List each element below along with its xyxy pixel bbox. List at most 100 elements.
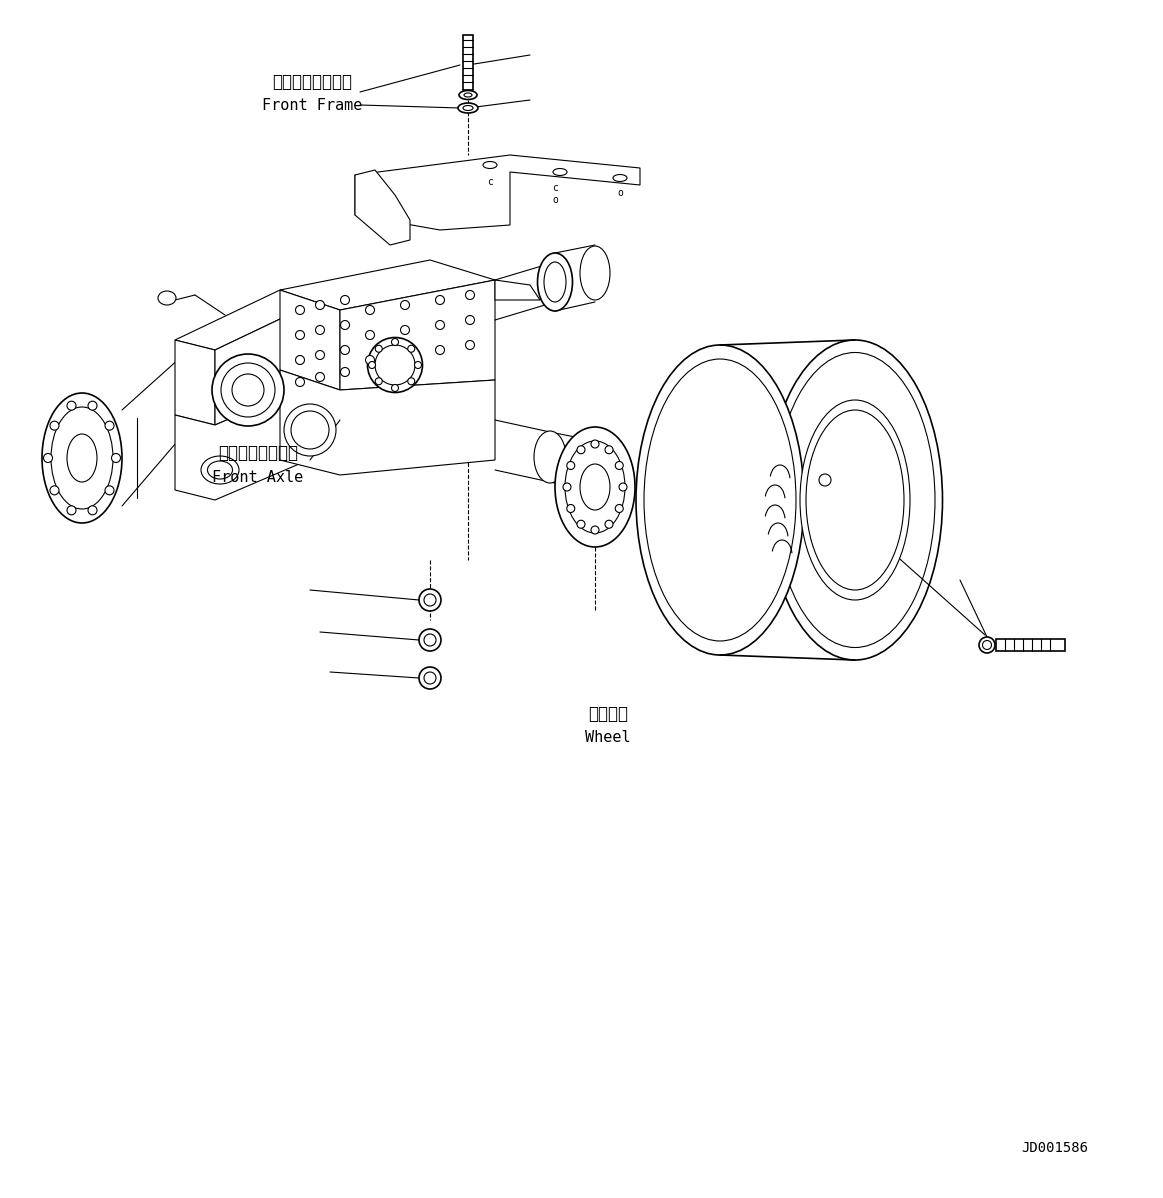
Ellipse shape: [392, 339, 399, 345]
Ellipse shape: [295, 305, 305, 315]
Polygon shape: [355, 170, 411, 246]
Ellipse shape: [615, 504, 623, 513]
Text: Front Frame: Front Frame: [262, 98, 362, 114]
Ellipse shape: [295, 356, 305, 364]
Polygon shape: [215, 300, 320, 425]
Ellipse shape: [67, 434, 97, 482]
Ellipse shape: [424, 672, 436, 684]
Text: Front Axle: Front Axle: [213, 470, 304, 484]
Ellipse shape: [577, 520, 585, 528]
Ellipse shape: [534, 431, 566, 483]
Ellipse shape: [369, 362, 376, 369]
Ellipse shape: [295, 331, 305, 339]
Ellipse shape: [88, 506, 97, 515]
Text: Wheel: Wheel: [585, 731, 630, 745]
Text: c: c: [552, 183, 558, 193]
Ellipse shape: [806, 410, 904, 589]
Ellipse shape: [376, 377, 383, 385]
Ellipse shape: [483, 162, 497, 169]
Ellipse shape: [365, 305, 374, 315]
Ellipse shape: [775, 352, 935, 647]
Ellipse shape: [50, 422, 59, 430]
Ellipse shape: [576, 441, 604, 489]
Ellipse shape: [207, 461, 233, 479]
Ellipse shape: [43, 454, 52, 462]
Text: c: c: [487, 177, 493, 187]
Ellipse shape: [365, 331, 374, 339]
Text: o: o: [552, 195, 558, 205]
Ellipse shape: [591, 440, 599, 448]
Ellipse shape: [819, 474, 832, 486]
Ellipse shape: [408, 345, 415, 352]
Polygon shape: [495, 280, 540, 300]
Text: o: o: [618, 188, 623, 198]
Ellipse shape: [580, 246, 611, 300]
Ellipse shape: [419, 629, 441, 651]
Ellipse shape: [42, 393, 122, 524]
Ellipse shape: [50, 486, 59, 495]
Ellipse shape: [435, 296, 444, 304]
Ellipse shape: [544, 262, 566, 302]
Polygon shape: [340, 280, 495, 391]
Ellipse shape: [341, 321, 350, 329]
Ellipse shape: [284, 404, 336, 456]
Ellipse shape: [465, 340, 475, 350]
Ellipse shape: [105, 422, 114, 430]
Ellipse shape: [619, 483, 627, 491]
Ellipse shape: [605, 520, 613, 528]
Ellipse shape: [392, 385, 399, 392]
Ellipse shape: [374, 345, 415, 385]
Ellipse shape: [465, 290, 475, 300]
Polygon shape: [463, 35, 473, 90]
Polygon shape: [280, 290, 340, 391]
Text: フロントアクスル: フロントアクスル: [217, 444, 298, 462]
Text: ホイール: ホイール: [588, 704, 628, 724]
Ellipse shape: [459, 91, 477, 99]
Ellipse shape: [580, 464, 611, 510]
Ellipse shape: [424, 594, 436, 606]
Ellipse shape: [800, 400, 909, 600]
Polygon shape: [355, 155, 640, 230]
Polygon shape: [280, 260, 495, 310]
Ellipse shape: [67, 401, 76, 410]
Ellipse shape: [565, 441, 625, 533]
Polygon shape: [174, 340, 215, 425]
Ellipse shape: [158, 291, 176, 305]
Ellipse shape: [368, 338, 422, 393]
Ellipse shape: [315, 301, 324, 309]
Ellipse shape: [552, 169, 568, 175]
Ellipse shape: [613, 175, 627, 182]
Ellipse shape: [221, 363, 274, 417]
Polygon shape: [174, 380, 320, 500]
Ellipse shape: [464, 93, 472, 97]
Ellipse shape: [563, 483, 571, 491]
Ellipse shape: [105, 486, 114, 495]
Ellipse shape: [644, 359, 795, 641]
Ellipse shape: [566, 504, 575, 513]
Ellipse shape: [376, 345, 383, 352]
Ellipse shape: [463, 105, 473, 110]
Ellipse shape: [88, 401, 97, 410]
Ellipse shape: [555, 426, 635, 547]
Ellipse shape: [295, 377, 305, 387]
Ellipse shape: [979, 637, 996, 653]
Ellipse shape: [566, 461, 575, 470]
Ellipse shape: [201, 456, 240, 484]
Ellipse shape: [414, 362, 421, 369]
Ellipse shape: [615, 461, 623, 470]
Ellipse shape: [465, 315, 475, 325]
Ellipse shape: [51, 407, 113, 509]
Ellipse shape: [231, 374, 264, 406]
Ellipse shape: [591, 526, 599, 534]
Text: JD001586: JD001586: [1021, 1140, 1089, 1155]
Ellipse shape: [577, 446, 585, 454]
Ellipse shape: [341, 296, 350, 304]
Ellipse shape: [636, 345, 804, 655]
Ellipse shape: [400, 326, 409, 334]
Ellipse shape: [768, 340, 942, 660]
Ellipse shape: [315, 373, 324, 381]
Ellipse shape: [400, 301, 409, 309]
Ellipse shape: [315, 351, 324, 359]
Ellipse shape: [605, 446, 613, 454]
Ellipse shape: [458, 103, 478, 113]
